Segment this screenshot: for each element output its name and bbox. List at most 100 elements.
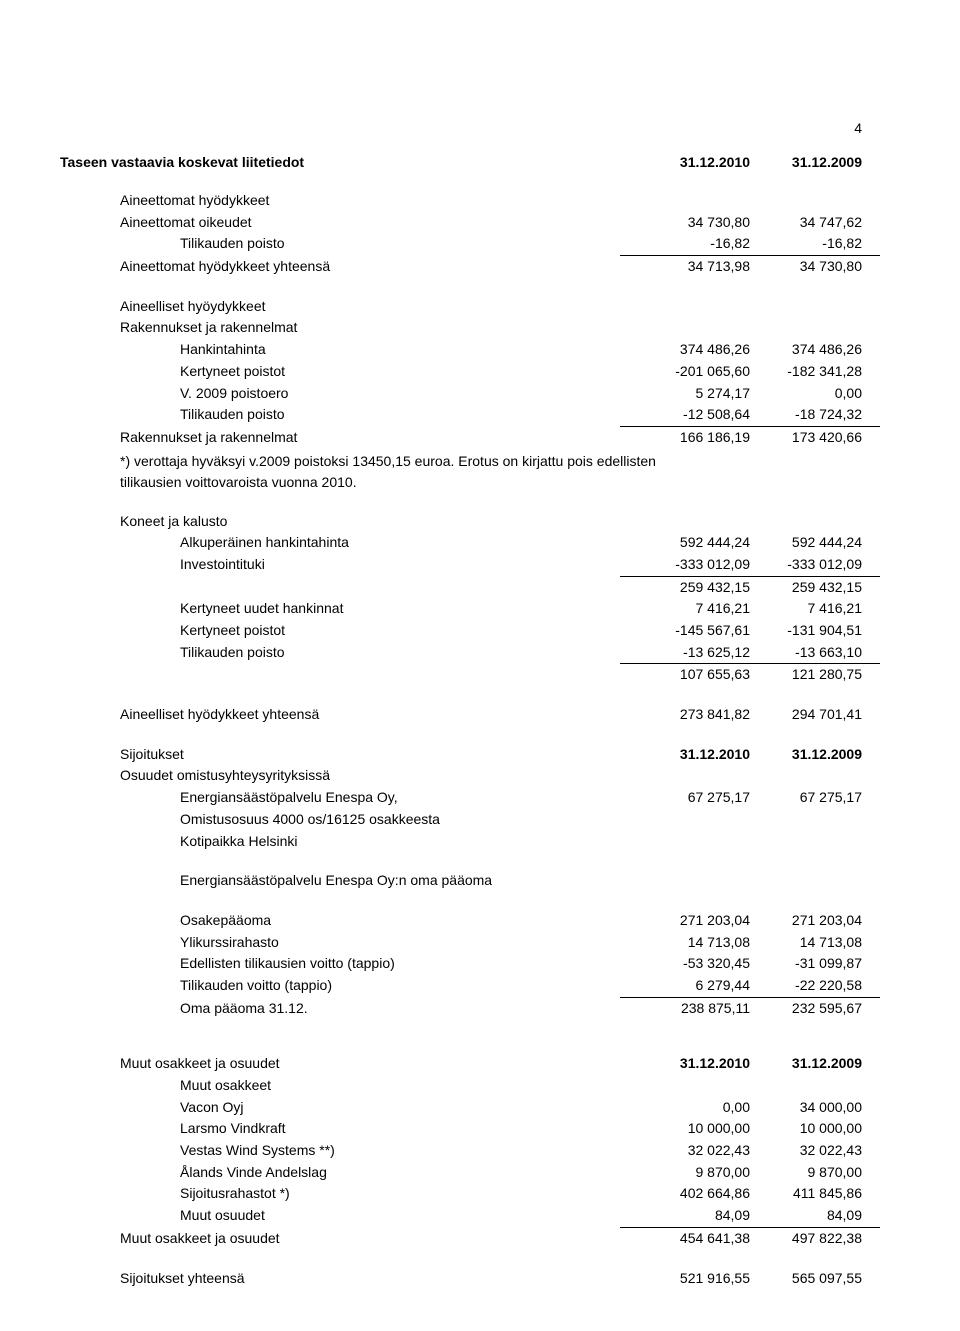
label: V. 2009 poistoero: [60, 383, 620, 405]
value-2009: 271 203,04: [750, 910, 880, 932]
value-2010: -333 012,09: [620, 554, 750, 577]
value-2009: -131 904,51: [750, 620, 880, 642]
table-row: Vestas Wind Systems **) 32 022,43 32 022…: [60, 1140, 880, 1162]
table-row: Kertyneet poistot -201 065,60 -182 341,2…: [60, 361, 880, 383]
col-2010-header: 31.12.2010: [620, 1053, 750, 1075]
value-2010: 521 916,55: [620, 1268, 750, 1290]
label: Sijoitukset yhteensä: [60, 1268, 620, 1290]
label: Aineettomat hyödykkeet yhteensä: [60, 256, 620, 278]
label: Investointituki: [60, 554, 620, 577]
label: Vestas Wind Systems **): [60, 1140, 620, 1162]
table-row: Kertyneet poistot -145 567,61 -131 904,5…: [60, 620, 880, 642]
label: Tilikauden poisto: [60, 233, 620, 256]
col-2009-header: 31.12.2009: [750, 154, 880, 170]
table-row: Tilikauden poisto -12 508,64 -18 724,32: [60, 404, 880, 427]
label: Rakennukset ja rakennelmat: [60, 427, 620, 449]
value-2009: 294 701,41: [750, 704, 880, 726]
label: Kotipaikka Helsinki: [60, 831, 620, 853]
value-2010: -13 625,12: [620, 642, 750, 665]
table-row: Oma pääoma 31.12. 238 875,11 232 595,67: [60, 998, 880, 1020]
value-2010: -16,82: [620, 233, 750, 256]
other-shares-total-row: Muut osakkeet ja osuudet 454 641,38 497 …: [60, 1228, 880, 1250]
value-2010: 0,00: [620, 1097, 750, 1119]
label: Edellisten tilikausien voitto (tappio): [60, 953, 620, 975]
label: Hankintahinta: [60, 339, 620, 361]
value-2010: 7 416,21: [620, 598, 750, 620]
other-shares-header-row: Muut osakkeet ja osuudet 31.12.2010 31.1…: [60, 1053, 880, 1075]
label: [60, 664, 620, 686]
section-buildings-title: Rakennukset ja rakennelmat: [60, 317, 880, 339]
label: Energiansäästöpalvelu Enespa Oy:n oma pä…: [60, 870, 620, 892]
value-2010: 402 664,86: [620, 1183, 750, 1205]
label: Energiansäästöpalvelu Enespa Oy,: [60, 787, 620, 809]
table-row: Kertyneet uudet hankinnat 7 416,21 7 416…: [60, 598, 880, 620]
value-2010: 273 841,82: [620, 704, 750, 726]
section-tangibles-title: Aineelliset hyöydykkeet: [60, 296, 880, 318]
main-header-row: Taseen vastaavia koskevat liitetiedot 31…: [60, 154, 880, 170]
value-2010: 84,09: [620, 1205, 750, 1228]
value-2009: 9 870,00: [750, 1162, 880, 1184]
label: Kertyneet uudet hankinnat: [60, 598, 620, 620]
table-row: Muut osuudet 84,09 84,09: [60, 1205, 880, 1228]
value-2010: 32 022,43: [620, 1140, 750, 1162]
label: Osakepääoma: [60, 910, 620, 932]
value-2009: -22 220,58: [750, 975, 880, 998]
value-2010: 592 444,24: [620, 532, 750, 554]
value-2009: 34 000,00: [750, 1097, 880, 1119]
other-shares-sub-row: Muut osakkeet: [60, 1075, 880, 1097]
label: Larsmo Vindkraft: [60, 1118, 620, 1140]
table-row: Hankintahinta 374 486,26 374 486,26: [60, 339, 880, 361]
label: Muut osakkeet: [60, 1075, 620, 1097]
section-intangibles-title: Aineettomat hyödykkeet: [60, 190, 880, 212]
value-2010: 6 279,44: [620, 975, 750, 998]
value-2009: 592 444,24: [750, 532, 880, 554]
label: Omistusosuus 4000 os/16125 osakkeesta: [60, 809, 620, 831]
value-2010: 34 713,98: [620, 256, 750, 278]
table-row: Tilikauden poisto -16,82 -16,82: [60, 233, 880, 256]
table-row: 259 432,15 259 432,15: [60, 577, 880, 599]
table-row: Energiansäästöpalvelu Enespa Oy, 67 275,…: [60, 787, 880, 809]
table-row: Edellisten tilikausien voitto (tappio) -…: [60, 953, 880, 975]
label: Aineelliset hyödykkeet yhteensä: [60, 704, 620, 726]
value-2009: -31 099,87: [750, 953, 880, 975]
value-2009: 34 747,62: [750, 212, 880, 234]
value-2010: 166 186,19: [620, 427, 750, 449]
value-2010: -12 508,64: [620, 404, 750, 427]
col-2009-header: 31.12.2009: [750, 744, 880, 766]
label: Kertyneet poistot: [60, 620, 620, 642]
table-row: V. 2009 poistoero 5 274,17 0,00: [60, 383, 880, 405]
ownership-title-row: Osuudet omistusyhteysyrityksissä: [60, 765, 880, 787]
value-2009: -18 724,32: [750, 404, 880, 427]
value-2009: 14 713,08: [750, 932, 880, 954]
col-2010-header: 31.12.2010: [620, 154, 750, 170]
label: Sijoitusrahastot *): [60, 1183, 620, 1205]
label: Aineettomat hyödykkeet: [60, 190, 620, 212]
value-2010: 14 713,08: [620, 932, 750, 954]
investments-total-row: Sijoitukset yhteensä 521 916,55 565 097,…: [60, 1268, 880, 1290]
value-2009: -333 012,09: [750, 554, 880, 577]
label: Tilikauden voitto (tappio): [60, 975, 620, 998]
table-row: 107 655,63 121 280,75: [60, 664, 880, 686]
value-2009: 173 420,66: [750, 427, 880, 449]
tangibles-total-row: Aineelliset hyödykkeet yhteensä 273 841,…: [60, 704, 880, 726]
label: Ålands Vinde Andelslag: [60, 1162, 620, 1184]
table-row: Kotipaikka Helsinki: [60, 831, 880, 853]
value-2010: 5 274,17: [620, 383, 750, 405]
value-2009: 34 730,80: [750, 256, 880, 278]
table-row: Aineettomat hyödykkeet yhteensä 34 713,9…: [60, 256, 880, 278]
value-2010: -53 320,45: [620, 953, 750, 975]
value-2010: 9 870,00: [620, 1162, 750, 1184]
table-row: Tilikauden poisto -13 625,12 -13 663,10: [60, 642, 880, 665]
label: Tilikauden poisto: [60, 642, 620, 665]
value-2009: 7 416,21: [750, 598, 880, 620]
label: Muut osakkeet ja osuudet: [60, 1228, 620, 1250]
main-heading: Taseen vastaavia koskevat liitetiedot: [60, 154, 620, 170]
table-row: Omistusosuus 4000 os/16125 osakkeesta: [60, 809, 880, 831]
value-2009: 0,00: [750, 383, 880, 405]
value-2010: 454 641,38: [620, 1228, 750, 1250]
value-2010: 34 730,80: [620, 212, 750, 234]
label: Koneet ja kalusto: [60, 511, 620, 533]
label: Rakennukset ja rakennelmat: [60, 317, 620, 339]
label: Osuudet omistusyhteysyrityksissä: [60, 765, 620, 787]
footnote-line-1: *) verottaja hyväksyi v.2009 poistoksi 1…: [60, 451, 880, 472]
